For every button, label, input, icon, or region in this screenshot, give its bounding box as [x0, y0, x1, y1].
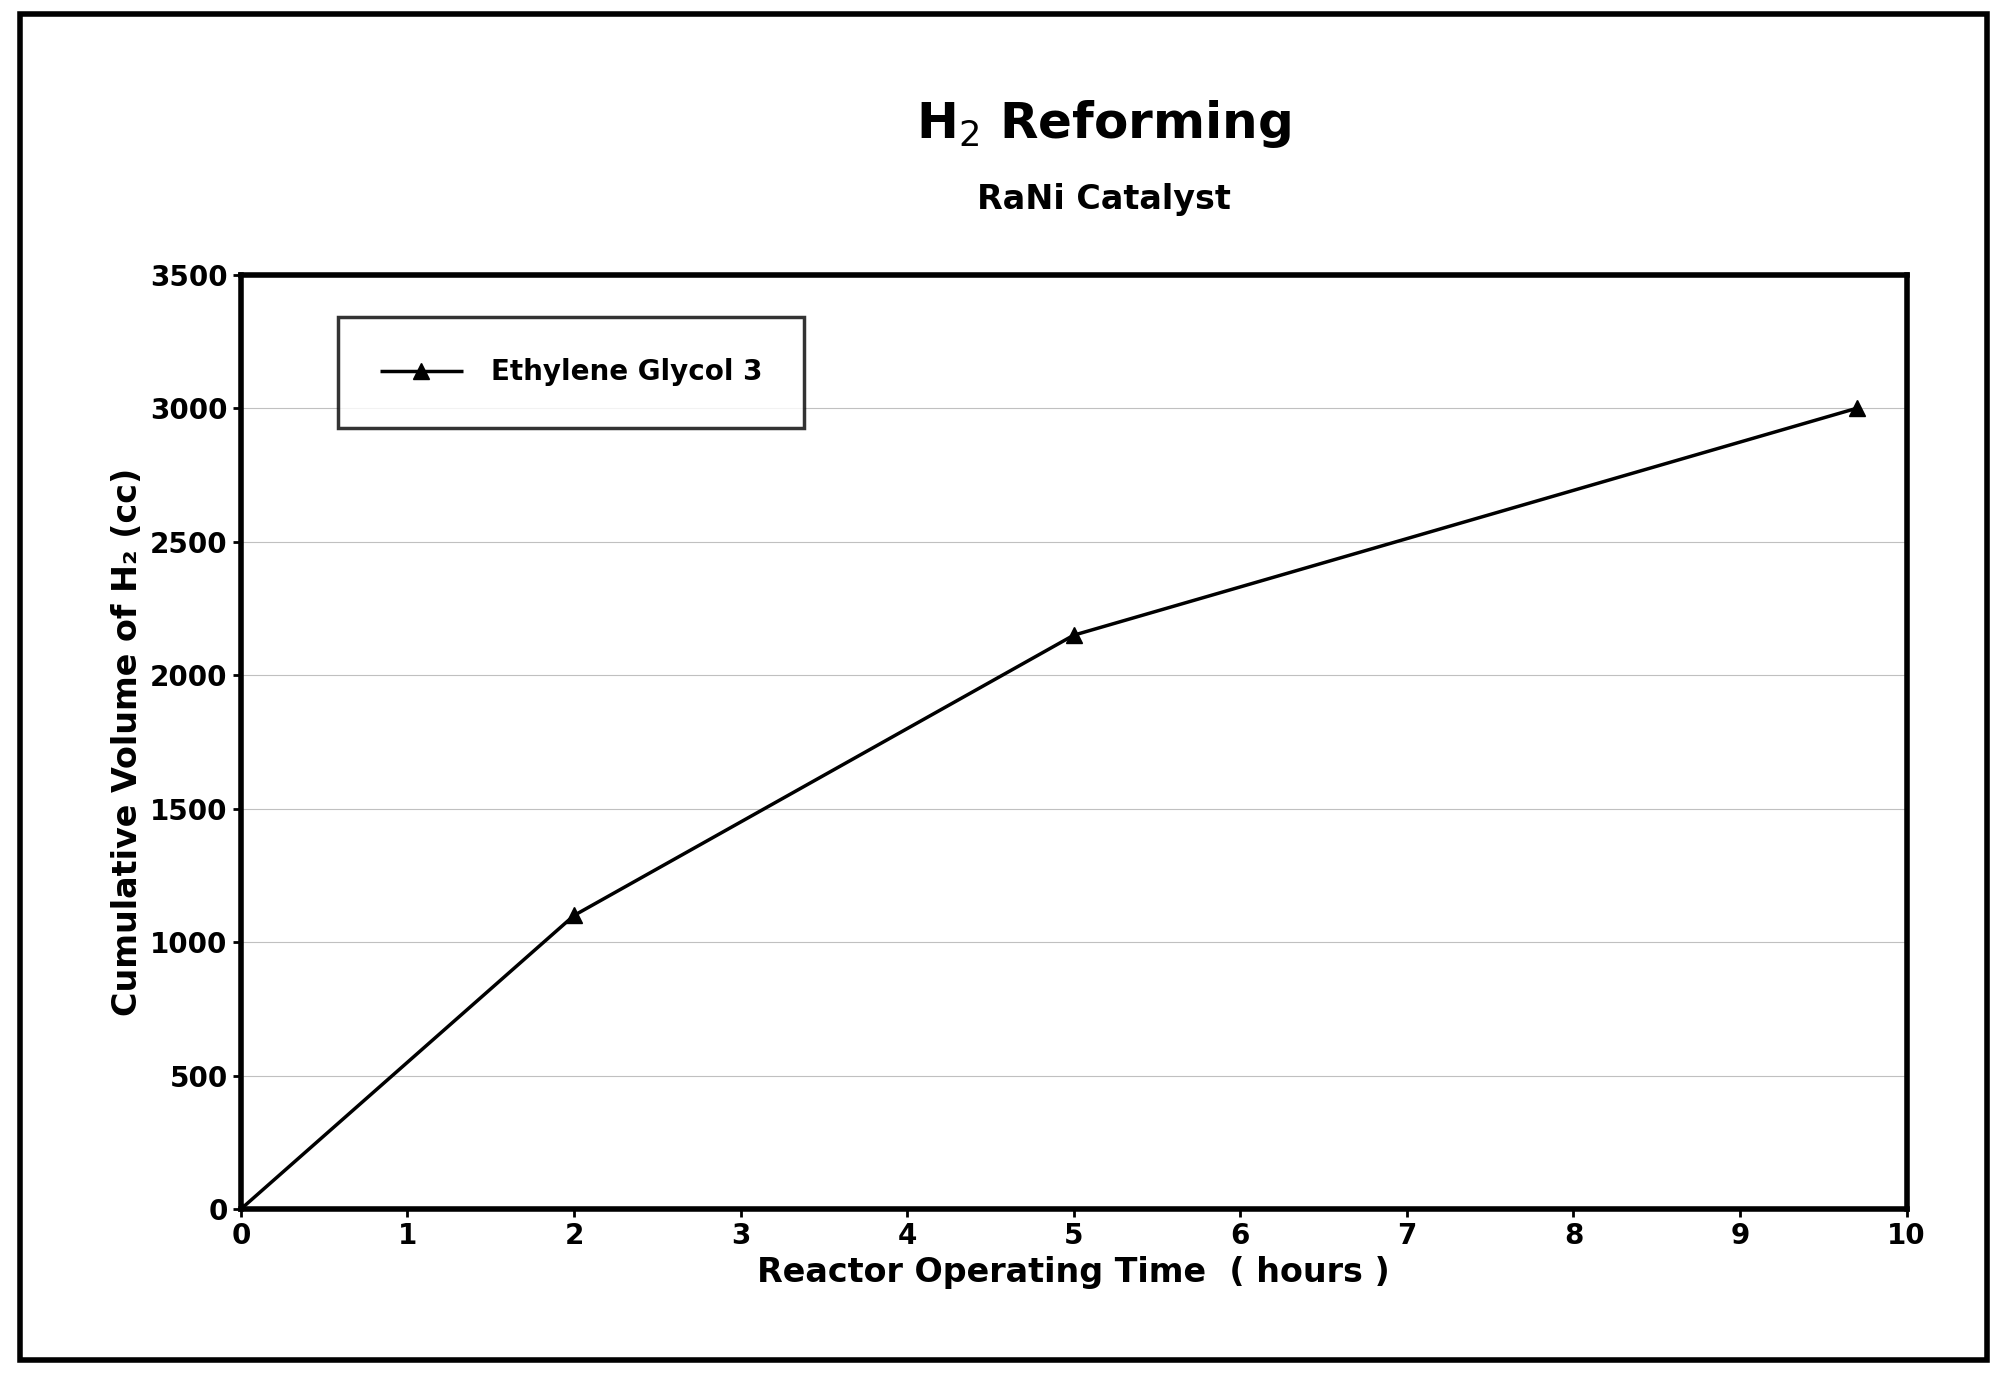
Ethylene Glycol 3: [1062, 627, 1086, 643]
Line: Ethylene Glycol 3: Ethylene Glycol 3: [233, 401, 1865, 1217]
Ethylene Glycol 3: [562, 907, 586, 923]
Legend: Ethylene Glycol 3: Ethylene Glycol 3: [337, 317, 805, 429]
Ethylene Glycol 3: [1844, 400, 1869, 416]
X-axis label: Reactor Operating Time  ( hours ): Reactor Operating Time ( hours ): [757, 1256, 1391, 1289]
Y-axis label: Cumulative Volume of H₂ (cc): Cumulative Volume of H₂ (cc): [112, 467, 145, 1017]
Text: RaNi Catalyst: RaNi Catalyst: [977, 183, 1230, 216]
Ethylene Glycol 3: [229, 1201, 253, 1217]
Text: H$_2$ Reforming: H$_2$ Reforming: [917, 98, 1291, 150]
